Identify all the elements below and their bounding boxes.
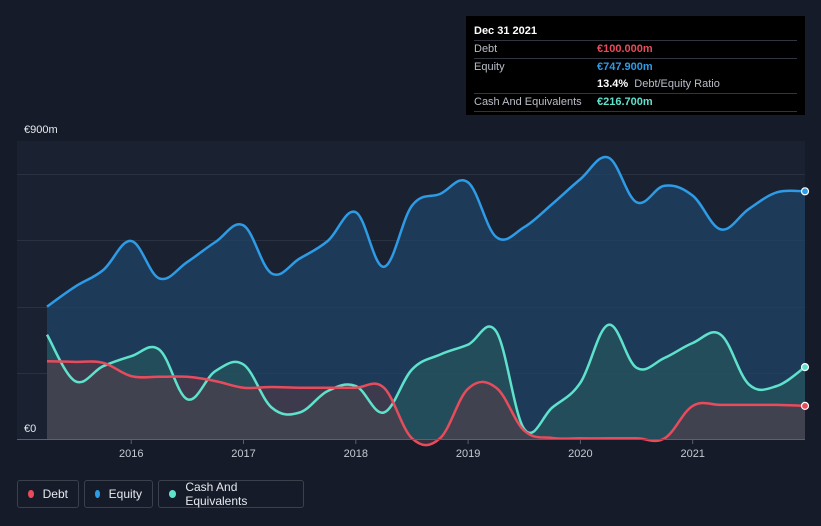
- data-tooltip: Dec 31 2021 Debt €100.000m Equity €747.9…: [466, 16, 805, 115]
- cash-line: [45, 323, 806, 434]
- tooltip-equity-value: €747.900m: [597, 61, 653, 73]
- y-axis-bottom-label: €0: [24, 423, 36, 435]
- debt-endpoint[interactable]: [800, 401, 810, 410]
- tooltip-cash-label: Cash And Equivalents: [474, 96, 582, 108]
- debt-area: [47, 361, 805, 446]
- tooltip-cash-row: Cash And Equivalents €216.700m: [474, 94, 797, 112]
- x-tick-label-2021: 2021: [680, 448, 704, 460]
- equity-line: [46, 155, 806, 308]
- tooltip-equity-row: Equity €747.900m: [474, 59, 797, 76]
- legend-cash[interactable]: Cash And Equivalents: [158, 480, 304, 508]
- x-tick-label-2019: 2019: [456, 448, 480, 460]
- equity-dot-icon: [95, 490, 100, 498]
- legend-debt[interactable]: Debt: [17, 480, 79, 508]
- tooltip-ratio-value: 13.4%: [597, 78, 629, 90]
- debt-dot-icon: [28, 490, 34, 498]
- tooltip-ratio-label: Debt/Equity Ratio: [634, 78, 720, 90]
- legend-cash-label: Cash And Equivalents: [185, 480, 248, 508]
- tooltip-ratio-row: 13.4% Debt/Equity Ratio: [474, 76, 797, 94]
- tooltip-debt-row: Debt €100.000m: [474, 41, 797, 59]
- cash-endpoint[interactable]: [800, 363, 810, 372]
- tooltip-equity-label: Equity: [474, 61, 505, 73]
- tooltip-debt-label: Debt: [474, 43, 498, 55]
- legend-equity[interactable]: Equity: [84, 480, 153, 508]
- x-tick-label-2017: 2017: [231, 448, 255, 460]
- legend-debt-label: Debt: [42, 487, 68, 501]
- x-tick-label-2018: 2018: [344, 448, 368, 460]
- debt-line: [46, 359, 806, 447]
- series-lines: [45, 155, 806, 447]
- y-axis-top-label: €900m: [24, 124, 58, 136]
- legend-equity-label: Equity: [108, 487, 142, 501]
- equity-endpoint[interactable]: [800, 187, 810, 196]
- series-areas: [47, 156, 805, 446]
- tooltip-date: Dec 31 2021: [474, 22, 797, 41]
- tooltip-debt-value: €100.000m: [597, 43, 653, 55]
- tooltip-cash-value: €216.700m: [597, 96, 653, 108]
- cash-dot-icon: [169, 490, 177, 498]
- x-ticks: 2016 2017 2018 2019 2020 2021: [119, 439, 705, 460]
- x-tick-label-2020: 2020: [568, 448, 592, 460]
- x-tick-label-2016: 2016: [119, 448, 143, 460]
- series-endpoints: [800, 187, 810, 410]
